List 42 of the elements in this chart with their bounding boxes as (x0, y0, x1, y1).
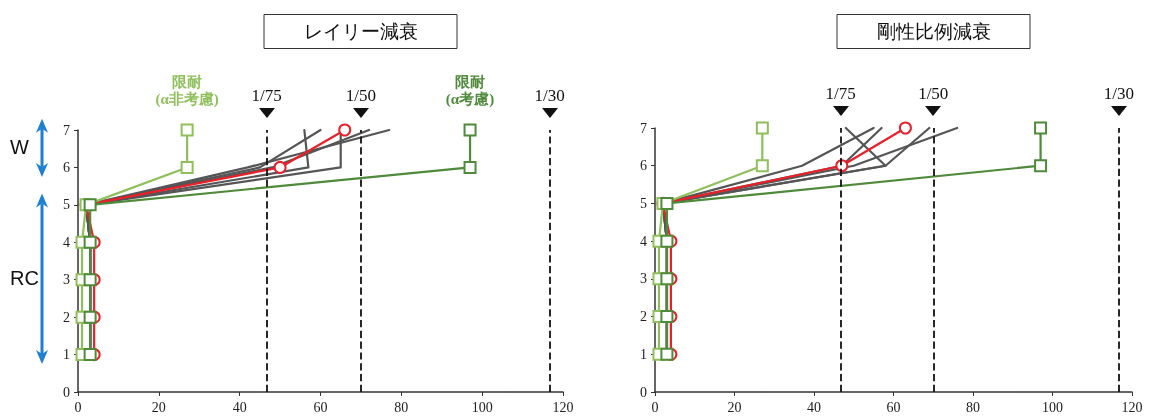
text: RC (10, 266, 39, 289)
y-tick-label: 6 (640, 158, 647, 174)
x-tick-label: 60 (886, 399, 901, 415)
y-tick-label: 0 (640, 384, 647, 400)
x-tick-label: 100 (1042, 399, 1063, 415)
annotation: 1/50 (918, 84, 949, 103)
annotation: 1/50 (345, 86, 377, 105)
x-tick-label: 120 (1121, 399, 1143, 415)
y-tick-label: 1 (63, 347, 70, 363)
y-tick-label: 6 (63, 159, 70, 175)
x-tick-label: 60 (313, 399, 328, 415)
annotation: 1/75 (825, 84, 856, 103)
annotation: 1/75 (251, 86, 282, 105)
x-tick-label: 100 (471, 399, 493, 415)
series-label: 限耐 (α考慮) (445, 74, 495, 108)
y-tick-label: 4 (63, 234, 70, 250)
y-tick-label: 2 (63, 309, 70, 325)
annotation: 1/30 (534, 86, 565, 105)
x-tick-label: 120 (552, 399, 574, 415)
y-tick-label: 5 (640, 195, 647, 211)
y-tick-label: 0 (63, 384, 70, 400)
x-tick-label: 80 (394, 399, 409, 415)
y-tick-label: 7 (640, 120, 647, 136)
x-tick-label: 0 (651, 399, 659, 415)
y-tick-label: 1 (640, 346, 647, 362)
x-tick-label: 40 (232, 399, 247, 415)
y-tick-label: 5 (63, 197, 70, 213)
x-tick-label: 20 (727, 399, 742, 415)
annotation: 1/30 (1103, 84, 1134, 103)
chart-title: 剛性比例減衰 (876, 21, 991, 42)
y-tick-label: 4 (640, 233, 647, 249)
x-tick-label: 80 (966, 399, 980, 415)
y-tick-label: 7 (63, 122, 70, 138)
y-tick-label: 3 (640, 271, 647, 287)
x-tick-label: 20 (151, 399, 166, 415)
x-tick-label: 40 (807, 399, 821, 415)
x-tick-label: 0 (74, 399, 82, 415)
y-tick-label: 3 (63, 272, 70, 288)
y-tick-label: 2 (640, 309, 647, 325)
text: 限耐 (α非考慮) (155, 74, 219, 108)
text: W (10, 135, 29, 158)
chart-title: レイリー減衰 (303, 21, 418, 42)
